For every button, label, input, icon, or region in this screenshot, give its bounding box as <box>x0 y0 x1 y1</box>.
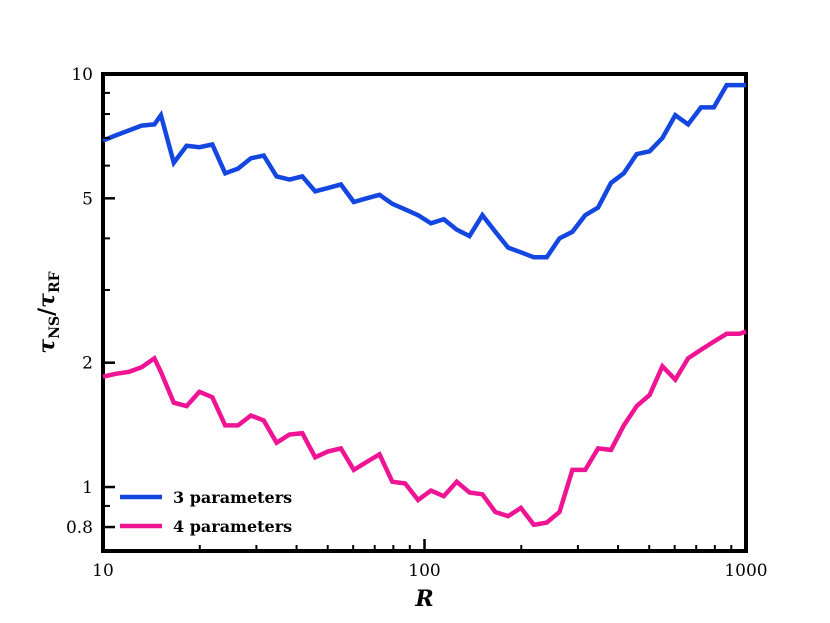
y-tick-label: 0.8 <box>66 518 93 538</box>
series-line-1 <box>102 82 746 260</box>
y-tick-label: 5 <box>82 189 93 209</box>
y-axis-label: τNS/τRF <box>34 271 63 353</box>
legend-label-1: 3 parameters <box>173 488 292 507</box>
series-line-2 <box>102 329 747 528</box>
labels-layer: 10 100 1000 0.8 1 2 5 10 <box>66 65 768 581</box>
x-tick-label: 100 <box>408 561 440 581</box>
y-axis-label-main-2: τ <box>34 293 60 308</box>
y-axis-label-sep: / <box>34 307 60 316</box>
x-tick-label: 10 <box>92 561 114 581</box>
y-axis-label-sub2: RF <box>47 271 63 293</box>
x-tick-label: 1000 <box>724 561 767 581</box>
ticks-layer <box>101 72 748 552</box>
legend-label-2: 4 parameters <box>173 517 292 536</box>
series-layer <box>102 82 747 528</box>
legend: 3 parameters 4 parameters <box>120 488 292 536</box>
y-axis-label-sub1: NS <box>47 316 63 339</box>
y-tick-label: 2 <box>82 354 93 374</box>
x-axis-label: R <box>414 586 433 612</box>
y-tick-label: 1 <box>82 478 93 498</box>
y-axis-label-main: τ <box>34 339 60 354</box>
y-tick-label: 10 <box>71 65 93 85</box>
